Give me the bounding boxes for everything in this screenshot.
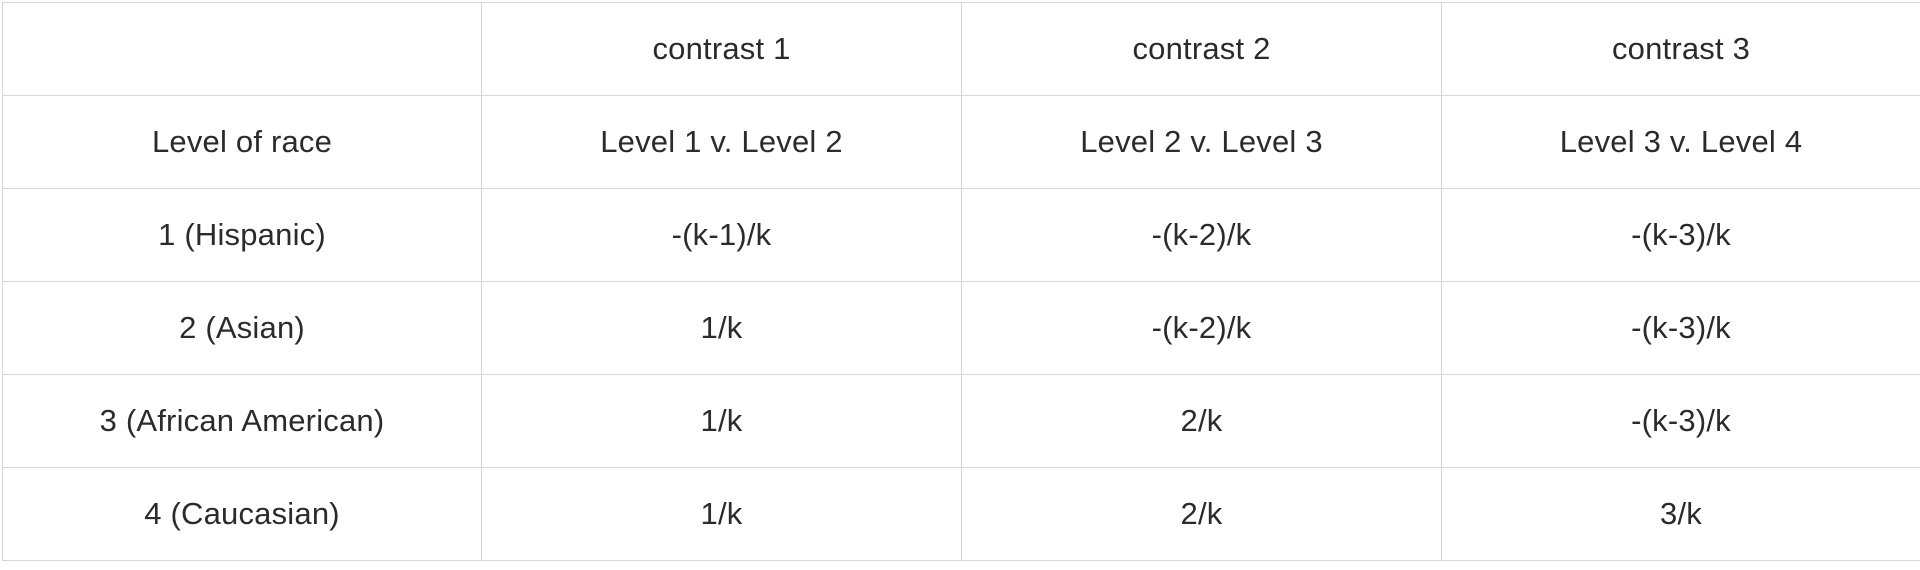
- header-cell-empty: [2, 2, 482, 96]
- table-row: 3 (African American) 1/k 2/k -(k-3)/k: [2, 374, 1920, 468]
- row-label-cell: 3 (African American): [2, 374, 482, 468]
- table-cell: -(k-3)/k: [1441, 374, 1920, 468]
- table-cell: -(k-3)/k: [1441, 188, 1920, 282]
- table-row: 4 (Caucasian) 1/k 2/k 3/k: [2, 467, 1920, 561]
- table-cell: 2/k: [961, 374, 1442, 468]
- table-cell: -(k-3)/k: [1441, 281, 1920, 375]
- contrast-table-container: contrast 1 contrast 2 contrast 3 Level o…: [2, 2, 1920, 561]
- row-label-cell: Level of race: [2, 95, 482, 189]
- table-cell: 3/k: [1441, 467, 1920, 561]
- header-cell-contrast-1: contrast 1: [481, 2, 962, 96]
- table-cell: -(k-2)/k: [961, 281, 1442, 375]
- table-cell: -(k-2)/k: [961, 188, 1442, 282]
- header-cell-contrast-3: contrast 3: [1441, 2, 1920, 96]
- row-label-cell: 1 (Hispanic): [2, 188, 482, 282]
- table-cell: Level 3 v. Level 4: [1441, 95, 1920, 189]
- table-cell: Level 1 v. Level 2: [481, 95, 962, 189]
- table-row: Level of race Level 1 v. Level 2 Level 2…: [2, 95, 1920, 189]
- table-row: 2 (Asian) 1/k -(k-2)/k -(k-3)/k: [2, 281, 1920, 375]
- table-cell: 1/k: [481, 467, 962, 561]
- table-cell: 1/k: [481, 374, 962, 468]
- contrast-table: contrast 1 contrast 2 contrast 3 Level o…: [2, 2, 1920, 561]
- table-cell: -(k-1)/k: [481, 188, 962, 282]
- table-cell: 2/k: [961, 467, 1442, 561]
- table-row: 1 (Hispanic) -(k-1)/k -(k-2)/k -(k-3)/k: [2, 188, 1920, 282]
- table-cell: 1/k: [481, 281, 962, 375]
- table-header-row: contrast 1 contrast 2 contrast 3: [2, 2, 1920, 96]
- table-cell: Level 2 v. Level 3: [961, 95, 1442, 189]
- row-label-cell: 4 (Caucasian): [2, 467, 482, 561]
- row-label-cell: 2 (Asian): [2, 281, 482, 375]
- header-cell-contrast-2: contrast 2: [961, 2, 1442, 96]
